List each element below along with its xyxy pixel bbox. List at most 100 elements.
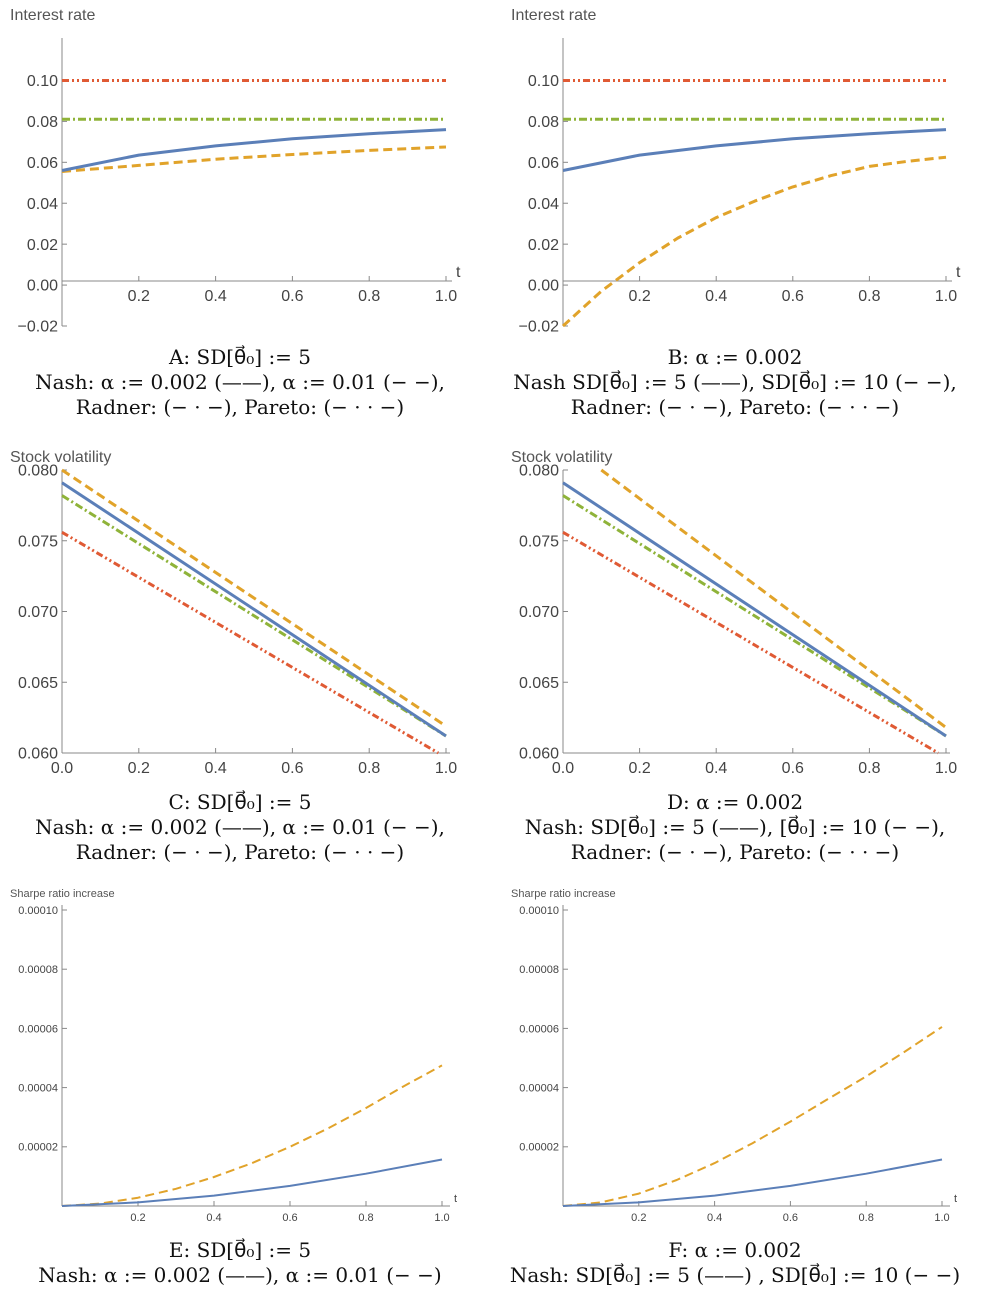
y-tick-label: 0.08 — [528, 114, 559, 131]
y-tick-label: 0.00006 — [519, 1023, 559, 1035]
y-tick-label: 0.00004 — [519, 1082, 559, 1094]
y-tick-label: 0.075 — [519, 533, 559, 550]
chart-panel-e: Sharpe ratio increase t 0.00002 0.00004 0.00… — [10, 888, 457, 1224]
series-line-nash-low — [61, 1158, 443, 1207]
y-tick-label: 0.075 — [18, 533, 58, 550]
x-tick-label: 1.0 — [435, 288, 457, 305]
x-tick-label: 0.6 — [783, 1212, 798, 1224]
series-line-radner — [562, 494, 947, 738]
chart-panel-a: Interest rate t −0.02 0.00 0.02 0.04 0.06 0.08 0… — [10, 7, 461, 336]
series-line-nash-high — [600, 468, 947, 729]
caption-line: Radner: (− · −), Pareto: (− · · −) — [75, 840, 405, 864]
chart-panel-c: Stock volatility 0.060 0.065 0.070 0.075 0.08… — [10, 449, 457, 777]
caption-line: Nash: α := 0.002 (——), α := 0.01 (− −) — [38, 1263, 442, 1287]
y-tick-label: 0.060 — [18, 746, 58, 763]
y-tick-label: 0.00002 — [519, 1142, 559, 1154]
y-tick-label: 0.00004 — [18, 1082, 58, 1094]
x-tick-label: 0.2 — [128, 760, 150, 777]
series-line-nash-low — [562, 1158, 943, 1207]
x-tick-label: 0.8 — [358, 760, 380, 777]
caption-line: Nash: SD[θ⃗₀] := 5 (——) , SD[θ⃗₀] := 10 … — [509, 1263, 961, 1287]
y-tick-label: 0.00010 — [18, 905, 58, 917]
y-tick-label: 0.10 — [528, 73, 559, 90]
chart-panel-d: Stock volatility 0.060 0.065 0.070 0.075 0.08… — [511, 449, 957, 777]
x-axis-label: t — [954, 1193, 957, 1205]
x-tick-label: 0.4 — [204, 760, 226, 777]
caption-line: Radner: (− · −), Pareto: (− · · −) — [75, 395, 405, 419]
chart-title: Stock volatility — [511, 449, 612, 466]
y-tick-label: 0.00 — [528, 278, 559, 295]
series-line-nash-high — [61, 1064, 443, 1207]
series-line-radner — [61, 494, 447, 738]
x-tick-label: 0.4 — [705, 760, 727, 777]
caption-line: C: SD[θ⃗₀] := 5 — [168, 790, 312, 814]
y-tick-label: 0.080 — [18, 463, 58, 480]
x-tick-label: 0.2 — [130, 1212, 145, 1224]
series-line-nash-high — [561, 155, 947, 328]
chart-title: Stock volatility — [10, 449, 111, 466]
caption-line: Nash SD[θ⃗₀] := 5 (——), SD[θ⃗₀] := 10 (−… — [513, 370, 957, 394]
y-tick-label: 0.00008 — [18, 964, 58, 976]
series-line-pareto — [562, 531, 940, 755]
x-axis-label: t — [456, 264, 461, 281]
y-tick-label: 0.070 — [519, 604, 559, 621]
x-tick-label: 0.4 — [705, 288, 727, 305]
caption-line: Radner: (− · −), Pareto: (− · · −) — [570, 395, 900, 419]
y-tick-label: 0.04 — [528, 196, 559, 213]
y-tick-label: 0.065 — [519, 675, 559, 692]
x-tick-label: 0.6 — [782, 760, 804, 777]
series-line-nash-high — [61, 468, 447, 728]
x-tick-label: 0.2 — [628, 288, 650, 305]
series-line-nash-low — [61, 481, 447, 738]
x-tick-label: 0.2 — [628, 760, 650, 777]
y-tick-label: 0.06 — [27, 155, 58, 172]
x-tick-label: 1.0 — [935, 288, 957, 305]
x-tick-label: 1.0 — [935, 760, 957, 777]
chart-panel-b: Interest rate t −0.02 0.00 0.02 0.04 0.06 0.08 0… — [511, 7, 961, 336]
caption-line: Nash: α := 0.002 (——), α := 0.01 (− −), — [35, 815, 445, 839]
x-tick-label: 0.6 — [281, 288, 303, 305]
y-tick-label: 0.06 — [528, 155, 559, 172]
x-tick-label: 1.0 — [434, 1212, 449, 1224]
y-tick-label: 0.00006 — [18, 1023, 58, 1035]
caption-panel-d: D: α := 0.002 Nash: SD[θ⃗₀] := 5 (——), [… — [500, 790, 970, 865]
series-line-nash-high — [562, 1026, 943, 1207]
caption-panel-e: E: SD[θ⃗₀] := 5 Nash: α := 0.002 (——), α… — [5, 1238, 475, 1288]
x-tick-label: 0.4 — [204, 288, 226, 305]
x-tick-label: 0.8 — [858, 760, 880, 777]
caption-panel-c: C: SD[θ⃗₀] := 5 Nash: α := 0.002 (——), α… — [5, 790, 475, 865]
y-tick-label: 0.04 — [27, 196, 58, 213]
caption-line: F: α := 0.002 — [668, 1238, 802, 1262]
x-tick-label: 1.0 — [934, 1212, 949, 1224]
y-tick-label: 0.10 — [27, 73, 58, 90]
series-line-nash-low — [61, 128, 447, 172]
caption-line: Nash: α := 0.002 (——), α := 0.01 (− −), — [35, 370, 445, 394]
caption-line: Nash: SD[θ⃗₀] := 5 (——), [θ⃗₀] := 10 (− … — [524, 815, 946, 839]
caption-panel-a: A: SD[θ⃗₀] := 5 Nash: α := 0.002 (——), α… — [5, 345, 475, 420]
caption-line: B: α := 0.002 — [667, 345, 803, 369]
x-axis-label: t — [956, 264, 961, 281]
x-tick-label: 0.6 — [782, 288, 804, 305]
y-tick-label: 0.02 — [27, 237, 58, 254]
series-line-nash-low — [562, 128, 947, 172]
x-tick-label: 0.0 — [51, 760, 73, 777]
y-tick-label: 0.00 — [27, 278, 58, 295]
x-tick-label: 0.2 — [631, 1212, 646, 1224]
y-tick-label: 0.08 — [27, 114, 58, 131]
x-tick-label: 0.6 — [282, 1212, 297, 1224]
x-tick-label: 0.6 — [281, 760, 303, 777]
chart-title: Interest rate — [511, 7, 596, 24]
x-tick-label: 0.8 — [858, 288, 880, 305]
chart-panel-f: Sharpe ratio increase t 0.00002 0.00004 0.00… — [511, 888, 957, 1224]
x-tick-label: 0.8 — [358, 288, 380, 305]
y-tick-label: −0.02 — [519, 319, 560, 336]
x-tick-label: 0.4 — [206, 1212, 221, 1224]
series-line-nash-low — [562, 481, 947, 738]
caption-panel-f: F: α := 0.002 Nash: SD[θ⃗₀] := 5 (——) , … — [500, 1238, 970, 1288]
series-line-nash-high — [61, 145, 447, 173]
y-tick-label: 0.065 — [18, 675, 58, 692]
caption-line: E: SD[θ⃗₀] := 5 — [168, 1238, 312, 1262]
caption-line: Radner: (− · −), Pareto: (− · · −) — [570, 840, 900, 864]
caption-line: D: α := 0.002 — [666, 790, 804, 814]
